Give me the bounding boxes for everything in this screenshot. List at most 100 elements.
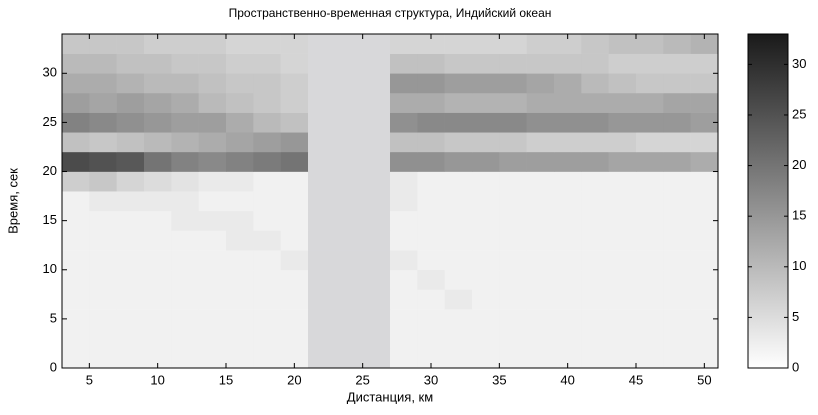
heatmap-cell xyxy=(581,269,609,290)
heatmap-cell xyxy=(581,53,609,74)
heatmap-cell xyxy=(472,151,500,172)
heatmap-cell xyxy=(280,191,309,212)
heatmap-cell xyxy=(663,132,691,153)
heatmap-cell xyxy=(280,112,309,133)
heatmap-cell xyxy=(253,132,281,153)
y-tick-label: 20 xyxy=(43,163,57,178)
heatmap-cell xyxy=(444,230,473,251)
heatmap-cell xyxy=(280,151,309,172)
heatmap-cell xyxy=(89,171,117,192)
heatmap-cell xyxy=(608,112,637,133)
heatmap-cell xyxy=(226,151,254,172)
heatmap-cell xyxy=(253,171,281,192)
heatmap-cell xyxy=(663,112,691,133)
x-tick-label: 35 xyxy=(492,372,506,387)
heatmap-cell xyxy=(636,230,664,251)
heatmap-cell xyxy=(499,328,527,349)
heatmap-cell xyxy=(526,191,555,212)
missing-cell xyxy=(335,269,363,290)
heatmap-cell xyxy=(526,348,555,369)
heatmap-cell xyxy=(417,230,445,251)
heatmap-cell xyxy=(390,309,418,330)
missing-cell xyxy=(308,269,336,290)
missing-cell xyxy=(308,112,336,133)
heatmap-cell xyxy=(417,34,445,54)
y-tick-label: 10 xyxy=(43,261,57,276)
heatmap-cell xyxy=(417,191,445,212)
heatmap-cell xyxy=(608,92,637,113)
heatmap-cell xyxy=(526,250,555,271)
heatmap-cell xyxy=(116,34,145,54)
heatmap-cell xyxy=(554,230,582,251)
heatmap-cell xyxy=(62,250,90,271)
heatmap-cell xyxy=(253,289,281,310)
heatmap-cell xyxy=(116,73,145,94)
heatmap-cell xyxy=(198,151,227,172)
heatmap-cell xyxy=(253,151,281,172)
heatmap-cell xyxy=(116,309,145,330)
heatmap-cell xyxy=(171,34,199,54)
heatmap-cell xyxy=(636,309,664,330)
heatmap-cell xyxy=(198,34,227,54)
heatmap-cell xyxy=(280,210,309,231)
heatmap-cell xyxy=(198,171,227,192)
heatmap-cell xyxy=(444,112,473,133)
x-tick-label: 10 xyxy=(150,372,164,387)
heatmap-cell xyxy=(171,230,199,251)
heatmap-cell xyxy=(690,328,719,349)
heatmap-cell xyxy=(608,348,637,369)
heatmap-cell xyxy=(62,34,90,54)
colorbar xyxy=(747,33,789,369)
heatmap-cell xyxy=(280,250,309,271)
heatmap-cell xyxy=(636,73,664,94)
heatmap-cell xyxy=(554,34,582,54)
heatmap-cell xyxy=(444,132,473,153)
heatmap-cell xyxy=(280,309,309,330)
heatmap-cell xyxy=(226,132,254,153)
x-tick-label: 50 xyxy=(697,372,711,387)
heatmap-cell xyxy=(89,73,117,94)
heatmap-cell xyxy=(116,210,145,231)
heatmap-cell xyxy=(581,210,609,231)
colorbar-tick-label: 15 xyxy=(792,208,806,223)
heatmap-cell xyxy=(444,269,473,290)
heatmap-cell xyxy=(62,269,90,290)
heatmap-cell xyxy=(444,348,473,369)
heatmap-cell xyxy=(636,348,664,369)
missing-cell xyxy=(308,289,336,310)
heatmap-cell xyxy=(636,269,664,290)
heatmap-cell xyxy=(226,112,254,133)
heatmap-cell xyxy=(690,34,719,54)
heatmap-cell xyxy=(526,73,555,94)
missing-cell xyxy=(335,191,363,212)
heatmap-cell xyxy=(62,230,90,251)
missing-cell xyxy=(335,289,363,310)
heatmap-cell xyxy=(171,250,199,271)
heatmap-cell xyxy=(280,73,309,94)
heatmap-cell xyxy=(116,289,145,310)
heatmap-cell xyxy=(226,210,254,231)
heatmap-cell xyxy=(499,348,527,369)
missing-cell xyxy=(335,328,363,349)
missing-cell xyxy=(308,230,336,251)
missing-cell xyxy=(308,309,336,330)
x-tick-label: 5 xyxy=(86,372,93,387)
missing-cell xyxy=(362,348,391,369)
heatmap-cell xyxy=(581,328,609,349)
heatmap-cell xyxy=(472,289,500,310)
heatmap-cell xyxy=(116,269,145,290)
heatmap-cell xyxy=(417,112,445,133)
x-tick-label: 20 xyxy=(287,372,301,387)
heatmap-cell xyxy=(444,73,473,94)
missing-cell xyxy=(362,269,391,290)
heatmap-cell xyxy=(198,348,227,369)
heatmap-cell xyxy=(526,309,555,330)
heatmap-cell xyxy=(390,210,418,231)
heatmap-cell xyxy=(390,269,418,290)
chart-title: Пространственно-временная структура, Инд… xyxy=(229,6,552,20)
missing-cell xyxy=(362,171,391,192)
heatmap-cell xyxy=(390,348,418,369)
heatmap-cell xyxy=(253,73,281,94)
heatmap-cell xyxy=(663,309,691,330)
heatmap-cell xyxy=(499,132,527,153)
